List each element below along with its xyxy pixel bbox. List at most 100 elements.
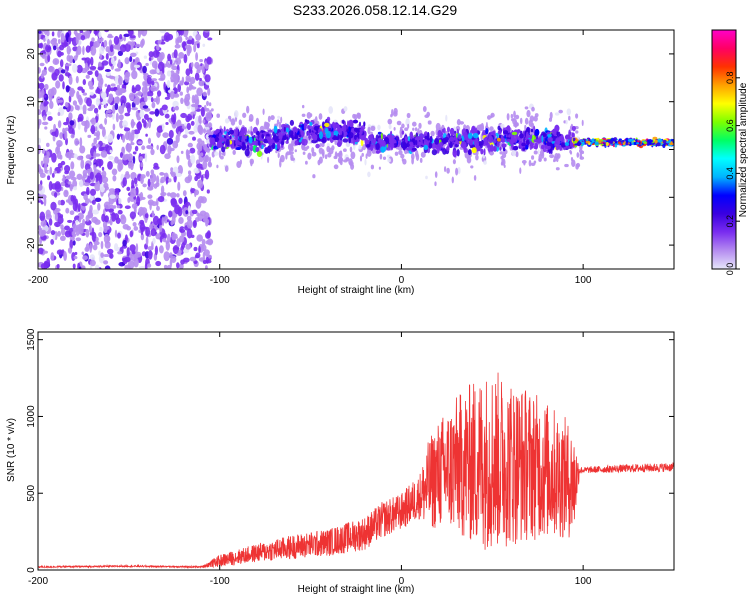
spectrogram-cell [88,224,92,233]
spectrogram-cell [73,255,78,260]
spectrogram-cell [192,220,197,228]
spectrogram-cell [424,114,430,119]
spectrogram-cell [101,100,107,105]
spectrogram-cell [257,140,261,146]
spectrogram-cell [320,142,325,148]
spectrogram-cell [147,194,153,199]
spectrogram-cell [46,151,50,158]
spectrogram-cell [190,62,194,68]
spectrogram-cell [175,69,180,75]
spectrogram-cell [57,230,62,237]
spectrogram-cell [82,79,86,86]
spectrogram-cell [202,43,206,48]
spectrogram-cell [475,154,479,161]
spectrogram-cell [278,134,283,139]
spectrogram-cell [503,130,509,135]
spectrogram-cell [169,252,173,259]
spectrogram-cell [500,155,504,160]
spectrogram-cell [492,139,497,144]
spectrogram-cell [41,121,49,126]
spectrogram-cell [197,138,202,144]
spectrogram-cell [198,143,203,152]
spectrogram-cell [184,122,187,127]
spectrogram-cell [469,138,474,146]
spectrogram-cell [101,127,106,138]
spectrogram-cell [276,119,280,125]
spectrogram-cell [133,64,141,69]
colorbar-tick-label: 0.8 [725,72,735,85]
spectrogram-cell [648,138,652,144]
spectrogram-cell [66,54,71,62]
spectrogram-cell [407,123,410,129]
spectrogram-cell [349,146,353,153]
spectrogram-cell [525,131,529,138]
spectrogram-cell [85,74,90,79]
spectrogram-cell [72,63,78,73]
spectrogram-cell [51,152,57,163]
spectrogram-cell [98,124,104,129]
spectrogram-cell [120,95,127,105]
spectrogram-cell [146,145,154,150]
spectrogram-cell [74,251,78,256]
spectrogram-cell [380,146,386,153]
spectrogram-cell [161,123,165,131]
spectrogram-cell [108,208,114,213]
spectrogram-cell [156,175,160,185]
y-tick-label: 0 [26,146,37,152]
spectrogram-cell [169,192,177,199]
spectrogram-cell [110,83,116,87]
spectrogram-cell [154,245,158,256]
spectrogram-cell [111,212,116,222]
spectrogram-cell [110,56,115,65]
spectrogram-cell [173,112,177,123]
spectrogram-cell [112,123,116,131]
spectrogram-cell [393,127,396,131]
spectrogram-cell [159,52,165,60]
spectrogram-cell [38,247,44,255]
spectrogram-cell [244,126,247,135]
spectrogram-cell [105,53,109,60]
spectrogram-cell [519,130,523,135]
spectrogram-cell [549,154,555,159]
spectrogram-cell [333,155,338,160]
spectrogram-cell [342,138,349,143]
spectrogram-cell [77,121,81,130]
spectrogram-cell [58,74,64,82]
spectrogram-cell [57,30,61,38]
spectrogram-cell [294,149,297,153]
spectrogram-cell [452,149,458,158]
spectrogram-cell [533,160,537,164]
spectrogram-cell [337,141,342,147]
spectrogram-cell [176,193,180,198]
spectrogram-cell [46,142,50,148]
spectrogram-cell [514,122,519,127]
spectrogram-cell [199,152,204,157]
spectrogram-cell [342,159,348,163]
spectrogram-cell [564,134,571,140]
spectrogram-cell [208,156,212,164]
spectrogram-cell [633,141,637,145]
spectrogram-cell [184,100,190,107]
spectrogram-cell [378,166,381,170]
spectrogram-cell [256,130,260,136]
spectrogram-cell [137,141,143,145]
spectrogram-cell [79,179,84,188]
spectrogram-cell [113,35,120,45]
spectrogram-cell [98,232,103,238]
spectrogram-cell [166,219,170,223]
spectrogram-cell [470,165,474,169]
x-tick-label: 100 [575,275,592,286]
spectrogram-cell [398,139,402,145]
spectrogram-cell [565,119,568,125]
spectrogram-cell [406,147,412,151]
spectrogram-cell [205,259,212,264]
spectrogram-cell [499,151,503,155]
spectrogram-cell [481,139,484,146]
spectrogram-cell [54,59,58,65]
spectrogram-cell [285,140,289,144]
spectrogram-cell [94,126,98,132]
spectrogram-cell [124,57,130,65]
spectrogram-cell [172,246,180,250]
spectrogram-cell [666,141,671,144]
